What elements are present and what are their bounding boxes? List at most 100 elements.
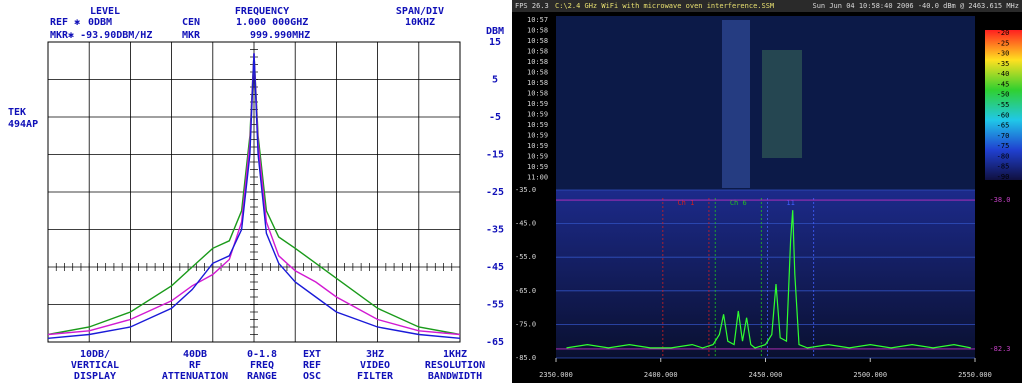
time-label: 10:59 (527, 163, 548, 171)
center-value: 1.000 000GHZ (236, 17, 308, 28)
frequency-label: FREQUENCY (235, 6, 289, 17)
y-tick-label: -45 (486, 262, 504, 273)
scale-label: -20 (997, 29, 1010, 37)
fps: FPS 26.3 (515, 2, 549, 10)
y-tick-label: -5 (489, 112, 501, 123)
scale-label: -35 (997, 60, 1010, 68)
span-label: SPAN/DIV (396, 6, 444, 17)
x-tick-label: 2500.000 (853, 371, 887, 379)
y-tick-label: -55.0 (515, 253, 536, 261)
footer-label: VIDEO (360, 360, 390, 371)
footer-label: OSC (303, 371, 321, 382)
footer-label: 1KHZ (443, 349, 467, 360)
time-label: 11:00 (527, 174, 548, 182)
footer-label: 40DB (183, 349, 207, 360)
x-tick-label: 2550.000 (958, 371, 992, 379)
footer-label: 10DB/ (80, 349, 110, 360)
channel-label: Ch 6 (730, 199, 747, 207)
channel-label: 11 (786, 199, 794, 207)
scale-label: -80 (997, 152, 1010, 160)
footer-label: 0-1.8 (247, 349, 277, 360)
span-value: 10KHZ (405, 17, 435, 28)
threshold-label: -38.0 (989, 196, 1010, 204)
footer-label: 3HZ (366, 349, 384, 360)
brand: 494AP (8, 119, 38, 130)
scale-label: -90 (997, 173, 1010, 181)
scale-label: -70 (997, 132, 1010, 140)
y-tick-label: -75.0 (515, 320, 536, 328)
waterfall-signal (722, 20, 750, 188)
footer-label: DISPLAY (74, 371, 116, 382)
time-label: 10:58 (527, 90, 548, 98)
ref-label: REF ✱ (50, 17, 80, 28)
footer-label: FREQ (250, 360, 274, 371)
x-tick-label: 2350.000 (539, 371, 573, 379)
y-tick-label: 5 (492, 75, 498, 86)
trace (566, 210, 971, 349)
spectrum-bg (556, 190, 975, 358)
waterfall (556, 16, 975, 190)
time-label: 10:58 (527, 48, 548, 56)
scale-label: -75 (997, 142, 1010, 150)
panel-bg (0, 0, 510, 383)
time-label: 10:57 (527, 16, 548, 24)
scale-label: -85 (997, 163, 1010, 171)
scale-label: -30 (997, 50, 1010, 58)
time-label: 10:59 (527, 153, 548, 161)
time-label: 10:58 (527, 69, 548, 77)
y-tick-label: -85.0 (515, 354, 536, 362)
marker-value: 999.990MHZ (250, 30, 310, 41)
footer-label: RESOLUTION (425, 360, 485, 371)
time-label: 10:59 (527, 142, 548, 150)
color-bar (985, 30, 1022, 180)
footer-label: FILTER (357, 371, 394, 382)
y-unit: DBM (486, 26, 504, 37)
scale-label: -50 (997, 91, 1010, 99)
time-label: 10:59 (527, 100, 548, 108)
marker-level: MKR✱ -93.90DBM/HZ (50, 30, 152, 41)
timestamp: Sun Jun 04 10:58:40 2006 -40.0 dBm @ 246… (812, 2, 1019, 10)
brand: TEK (8, 107, 26, 118)
threshold-label: -82.3 (989, 345, 1010, 353)
waterfall-signal (762, 50, 802, 158)
ref-value: 0DBM (88, 17, 112, 28)
time-label: 10:59 (527, 121, 548, 129)
status-bar (512, 0, 1022, 12)
time-label: 10:58 (527, 79, 548, 87)
x-tick-label: 2450.000 (749, 371, 783, 379)
scale-label: -65 (997, 122, 1010, 130)
time-label: 10:58 (527, 58, 548, 66)
y-tick-label: -65.0 (515, 287, 536, 295)
time-label: 10:58 (527, 27, 548, 35)
scale-label: -40 (997, 70, 1010, 78)
scale-label: -55 (997, 101, 1010, 109)
center-label: CEN (182, 17, 200, 28)
footer-label: RANGE (247, 371, 277, 382)
y-tick-label: -25 (486, 187, 504, 198)
y-tick-label: -35 (486, 225, 504, 236)
time-label: 10:59 (527, 111, 548, 119)
file-name: C:\2.4 GHz WiFi with microwave oven inte… (555, 2, 774, 10)
level-label: LEVEL (90, 6, 120, 17)
time-label: 10:58 (527, 37, 548, 45)
scale-label: -25 (997, 39, 1010, 47)
y-tick-label: -45.0 (515, 220, 536, 228)
y-tick-label: -65 (486, 337, 504, 348)
y-tick-label: -35.0 (515, 186, 536, 194)
channel-label: Ch 1 (677, 199, 694, 207)
footer-label: ATTENUATION (162, 371, 228, 382)
marker-label: MKR (182, 30, 201, 41)
x-tick-label: 2400.000 (644, 371, 678, 379)
footer-label: REF (303, 360, 321, 371)
analyzer-panel: LEVEL REF ✱ 0DBM MKR✱ -93.90DBM/HZ FREQUENCY… (0, 0, 510, 383)
spectrum-panel: FPS 26.3 C:\2.4 GHz WiFi with microwave o… (512, 0, 1022, 383)
y-tick-label: -55 (486, 300, 504, 311)
footer-label: RF (189, 360, 201, 371)
y-tick-label: 15 (489, 37, 501, 48)
y-tick-label: -15 (486, 150, 504, 161)
scale-label: -60 (997, 111, 1010, 119)
footer-label: EXT (303, 349, 321, 360)
time-label: 10:59 (527, 132, 548, 140)
scale-label: -45 (997, 80, 1010, 88)
